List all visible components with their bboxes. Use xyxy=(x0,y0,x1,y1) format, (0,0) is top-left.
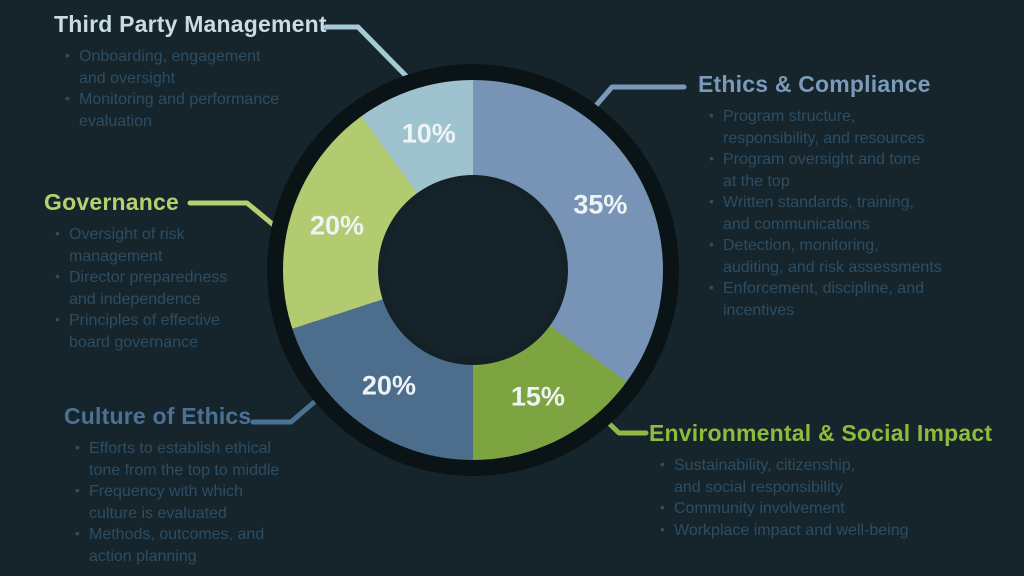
section-title-ethics-compliance: Ethics & Compliance xyxy=(698,71,931,97)
bullet-item: Community involvement xyxy=(649,497,992,520)
section-ethics-compliance: Ethics & Compliance Program structure, r… xyxy=(698,70,942,321)
bullet-list: Onboarding, engagement and oversight Mon… xyxy=(54,45,327,132)
bullet-item: Onboarding, engagement and oversight xyxy=(54,45,327,89)
bullet-item: Enforcement, discipline, and incentives xyxy=(698,277,942,321)
bullet-item: Efforts to establish ethical tone from t… xyxy=(64,437,279,481)
bullet-item: Oversight of risk management xyxy=(44,223,227,267)
segment-value-label: 35% xyxy=(573,189,628,220)
bullet-list: Oversight of risk management Director pr… xyxy=(44,223,227,353)
section-title-environmental-social-impact: Environmental & Social Impact xyxy=(649,420,993,446)
section-environmental-social-impact: Environmental & Social Impact Sustainabi… xyxy=(649,419,992,541)
bullet-item: Program structure, responsibility, and r… xyxy=(698,105,942,149)
bullet-item: Monitoring and performance evaluation xyxy=(54,88,327,132)
bullet-item: Program oversight and tone at the top xyxy=(698,148,942,192)
bullet-item: Workplace impact and well-being xyxy=(649,519,992,542)
bullet-item: Written standards, training, and communi… xyxy=(698,191,942,235)
segment-value-label: 10% xyxy=(401,118,456,149)
bullet-item: Sustainability, citizenship, and social … xyxy=(649,454,992,498)
section-third-party-management: Third Party Management Onboarding, engag… xyxy=(54,10,327,132)
bullet-item: Detection, monitoring, auditing, and ris… xyxy=(698,234,942,278)
bullet-item: Director preparedness and independence xyxy=(44,266,227,310)
section-title-culture-of-ethics: Culture of Ethics xyxy=(64,403,252,429)
bullet-list: Sustainability, citizenship, and social … xyxy=(649,454,992,542)
segment-value-label: 20% xyxy=(309,210,365,241)
segment-value-label: 15% xyxy=(510,381,565,412)
bullet-item: Frequency with which culture is evaluate… xyxy=(64,480,279,524)
bullet-list: Efforts to establish ethical tone from t… xyxy=(64,437,279,567)
section-culture-of-ethics: Culture of Ethics Efforts to establish e… xyxy=(64,402,279,567)
section-title-governance: Governance xyxy=(44,189,179,215)
section-title-third-party-management: Third Party Management xyxy=(54,11,327,37)
bullet-item: Methods, outcomes, and action planning xyxy=(64,523,279,567)
bullet-item: Principles of effective board governance xyxy=(44,309,227,353)
bullet-list: Program structure, responsibility, and r… xyxy=(698,105,942,321)
donut-hole xyxy=(378,175,568,365)
section-governance: Governance Oversight of risk management … xyxy=(44,188,227,353)
segment-value-label: 20% xyxy=(361,370,416,401)
